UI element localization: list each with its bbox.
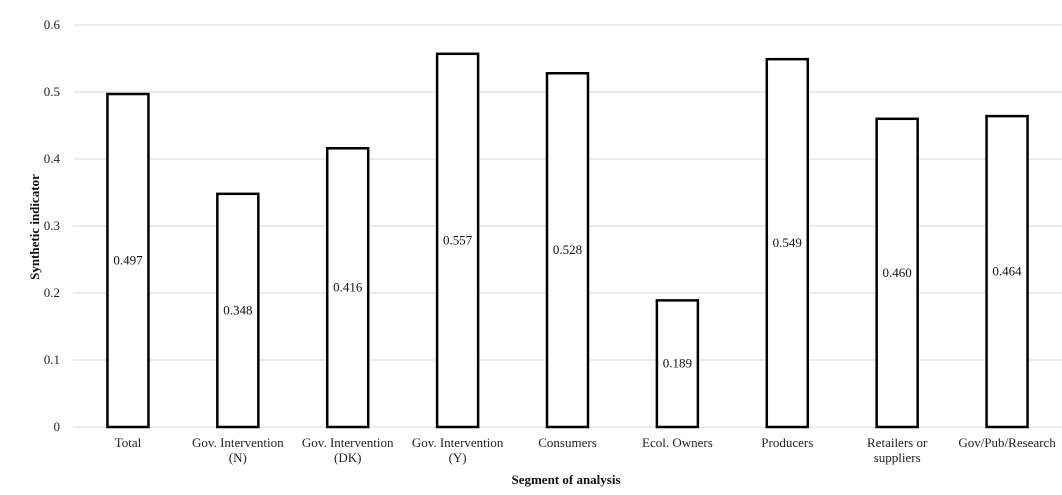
y-tick-label: 0 [54, 419, 61, 434]
x-tick-label: Consumers [538, 435, 597, 450]
bar [216, 192, 260, 429]
bar-value-label: 0.464 [992, 264, 1022, 279]
x-tick-label: Retailers or [867, 435, 928, 450]
x-tick-label: Total [115, 435, 142, 450]
y-tick-label: 0.3 [44, 218, 60, 233]
bar-value-label: 0.557 [443, 232, 473, 247]
y-axis-title: Synthetic indicator [27, 174, 42, 280]
bar [655, 299, 700, 429]
x-tick-label: Producers [761, 435, 813, 450]
x-tick-label: (DK) [334, 450, 361, 465]
y-tick-label: 0.2 [44, 285, 60, 300]
x-tick-label: Ecol. Owners [642, 435, 713, 450]
x-tick-label: Gov. Intervention [302, 435, 394, 450]
bar [325, 147, 370, 429]
x-tick-label: (N) [229, 450, 247, 465]
x-tick-label: Gov. Intervention [412, 435, 504, 450]
bar-value-label: 0.460 [883, 265, 912, 280]
bar [875, 117, 919, 429]
x-tick-label: (Y) [449, 450, 467, 465]
bar [106, 92, 150, 429]
y-tick-label: 0.5 [44, 84, 60, 99]
bar-value-label: 0.497 [113, 253, 143, 268]
bar [765, 57, 810, 429]
y-tick-label: 0.4 [44, 151, 61, 166]
y-tick-label: 0.1 [44, 352, 60, 367]
bars [106, 52, 1029, 429]
y-tick-label: 0.6 [44, 17, 61, 32]
bar-value-label: 0.549 [773, 235, 802, 250]
bar [545, 71, 590, 429]
bar [985, 114, 1029, 429]
x-tick-label: Gov. Intervention [192, 435, 284, 450]
bar-value-label: 0.189 [663, 356, 692, 371]
x-axis-title: Segment of analysis [511, 472, 620, 487]
bar-value-label: 0.348 [223, 302, 252, 317]
category-labels: Total Gov. Intervention(N)Gov. Interventi… [115, 435, 1057, 465]
x-tick-label: suppliers [874, 450, 921, 465]
bar-value-label: 0.416 [333, 280, 363, 295]
x-tick-label: Gov/Pub/Research [958, 435, 1056, 450]
bar-value-label: 0.528 [553, 242, 582, 257]
bar [435, 52, 480, 429]
data-labels: 0.497 0.348 0.416 0.557 0.528 0.189 0.549 0.460… [113, 232, 1022, 370]
